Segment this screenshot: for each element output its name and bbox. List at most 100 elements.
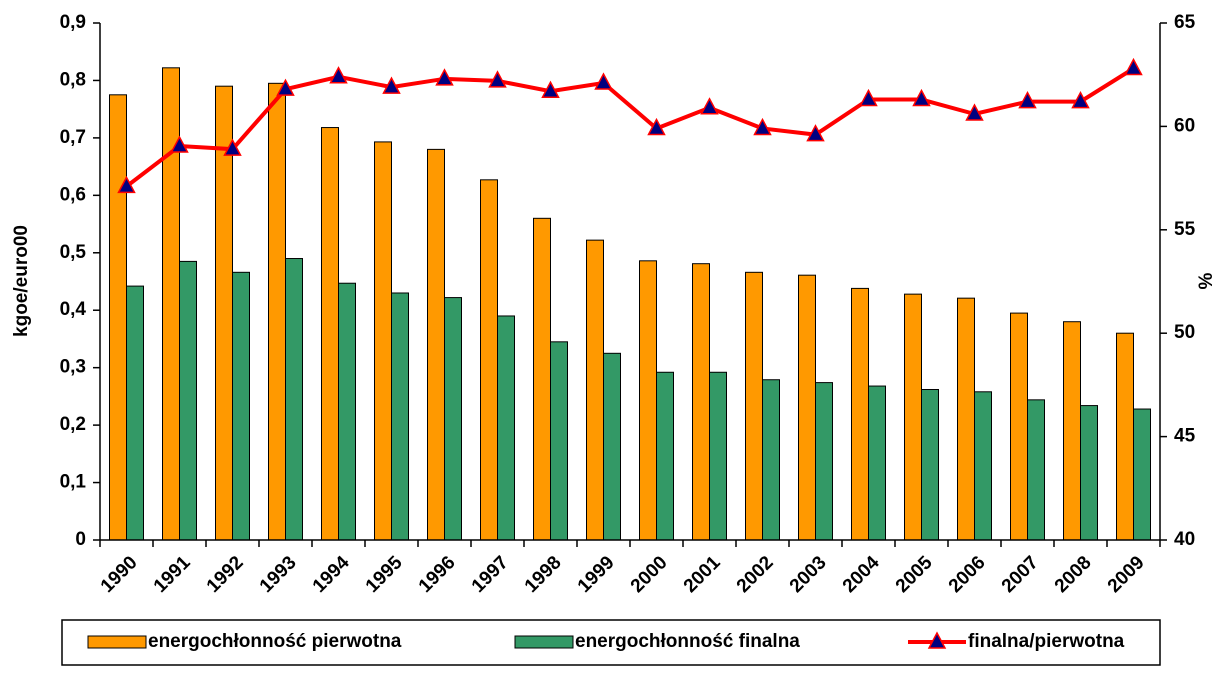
x-tick-label: 1996 [415,552,460,597]
bar [1080,405,1098,541]
bar [1027,399,1045,541]
y2-tick-label: 40 [1174,529,1195,550]
x-tick-label: 1994 [309,552,354,597]
line-marker [117,175,136,194]
x-tick-label: 2003 [786,552,831,597]
y2-tick-label: 55 [1174,219,1196,240]
x-tick-label: 2009 [1104,552,1149,597]
x-tick-label: 1999 [574,552,619,597]
x-tick-label: 2002 [733,552,778,597]
legend-marker [927,631,947,649]
line-marker [276,78,295,96]
y-tick-label: 0,8 [60,69,86,90]
bar [709,371,727,541]
bar [162,67,180,541]
line-marker [647,117,666,136]
bar [656,371,674,541]
bar [1116,332,1134,541]
bar [533,217,551,541]
bar [268,82,286,541]
bar [550,341,568,541]
x-tick-label: 1998 [521,552,566,597]
bar [586,239,604,541]
bar [179,260,197,541]
x-tick-label: 1995 [362,552,407,597]
bar [921,388,939,541]
bar [444,297,462,541]
bar [851,287,869,541]
x-tick-label: 1992 [203,552,248,597]
y-tick-label: 0,3 [60,357,86,378]
bar [868,385,886,541]
line-marker [1124,57,1143,76]
y2-tick-label: 60 [1174,115,1195,136]
bar [109,94,127,541]
line-marker [435,68,454,86]
legend-box [61,619,1161,666]
line [125,66,1135,188]
line-marker [1071,90,1090,109]
line-marker [329,66,348,84]
bar [126,285,144,541]
x-tick-label: 1990 [97,552,142,597]
bar [639,260,657,541]
legend-swatch [514,635,574,649]
legend-label: energochłonność pierwotna [148,631,402,652]
bar [957,297,975,541]
legend-label: energochłonność finalna [575,631,800,652]
x-tick-label: 2000 [627,552,672,597]
line-marker [382,76,401,94]
y2-axis-title: % [1196,272,1217,289]
legend-label: finalna/pierwotna [968,631,1125,652]
bar [904,293,922,541]
line-marker [541,80,560,98]
x-tick-label: 1993 [256,552,301,597]
y-tick-label: 0 [75,529,86,550]
x-tick-label: 1991 [150,552,195,597]
bar [815,382,833,541]
line-marker [753,117,772,136]
x-tick-label: 2005 [892,552,937,597]
line-marker [1018,90,1037,109]
line-marker [170,135,189,153]
bar [974,391,992,541]
bar [603,352,621,541]
bar [374,141,392,541]
bar [427,148,445,541]
legend-swatch [87,635,147,649]
y-tick-label: 0,4 [60,299,87,320]
bar [338,282,356,541]
bar [232,271,250,541]
x-tick-label: 2001 [680,552,725,597]
y-tick-label: 0,9 [60,12,86,33]
bar [1010,312,1028,541]
y2-tick-label: 50 [1174,322,1195,343]
line-marker [859,88,878,107]
line-marker [806,124,825,142]
y-tick-label: 0,2 [60,414,86,435]
y-tick-label: 0,5 [60,242,87,263]
y-tick-label: 0,6 [60,184,86,205]
bar [745,271,763,541]
x-tick-label: 2006 [945,552,990,597]
x-tick-label: 1997 [468,552,513,597]
line-marker [488,70,507,88]
x-tick-label: 2004 [839,552,884,597]
line-marker [594,72,613,90]
line-marker [912,88,931,107]
line-marker [223,138,242,156]
bar [497,315,515,541]
y-tick-label: 0,7 [60,127,86,148]
bar [285,258,303,541]
line-marker [965,103,984,121]
y2-tick-label: 65 [1174,12,1196,33]
bar [480,179,498,541]
bar [391,292,409,541]
y-axis-title: kgoe/euro00 [11,225,32,337]
bar [798,274,816,541]
x-tick-label: 2008 [1051,552,1096,597]
line-marker [700,97,719,115]
bar [762,379,780,541]
y2-tick-label: 45 [1174,426,1196,447]
